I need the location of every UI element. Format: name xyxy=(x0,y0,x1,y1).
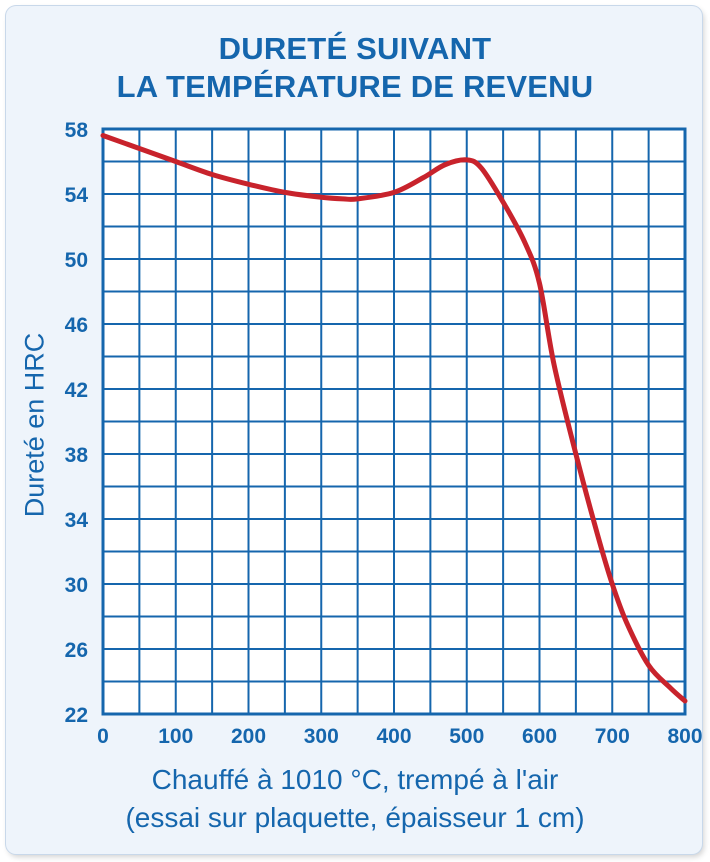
chart-title-line-1: DURETÉ SUIVANT xyxy=(218,31,492,66)
series-group xyxy=(100,133,688,704)
x-tick-label: 0 xyxy=(97,725,109,748)
y-tick-label: 50 xyxy=(65,249,88,272)
x-tick-label: 300 xyxy=(304,725,339,748)
y-axis-label: Dureté en HRC xyxy=(19,332,50,518)
x-tick-label: 500 xyxy=(449,725,484,748)
y-tick-label: 42 xyxy=(65,379,88,402)
y-tick-label: 46 xyxy=(65,314,88,337)
x-tick-label: 600 xyxy=(522,725,557,748)
y-tick-label: 58 xyxy=(65,119,89,142)
hardness-curve-line xyxy=(100,133,688,704)
chart-title-line-2: LA TEMPÉRATURE DE REVENU xyxy=(116,69,594,104)
x-axis-label-line-2: (essai sur plaquette, épaisseur 1 cm) xyxy=(125,802,585,833)
x-tick-label: 200 xyxy=(231,725,266,748)
grid xyxy=(101,127,687,716)
y-tick-label: 22 xyxy=(65,704,88,727)
x-tick-label: 100 xyxy=(158,725,193,748)
x-axis-label-line-1: Chauffé à 1010 °C, trempé à l'air xyxy=(151,764,559,795)
y-tick-label: 38 xyxy=(65,444,89,467)
x-tick-label: 800 xyxy=(667,725,702,748)
plot-frame xyxy=(101,127,687,716)
y-tick-label: 30 xyxy=(65,574,88,597)
x-tick-label: 700 xyxy=(595,725,630,748)
y-tick-label: 54 xyxy=(65,184,89,207)
y-tick-label: 26 xyxy=(65,639,88,662)
y-tick-label: 34 xyxy=(65,509,89,532)
tick-labels: 0 100 200 300 400 500 600 700 800 22 26 30 34 38 42 46 5… xyxy=(65,119,703,748)
x-tick-label: 400 xyxy=(376,725,411,748)
